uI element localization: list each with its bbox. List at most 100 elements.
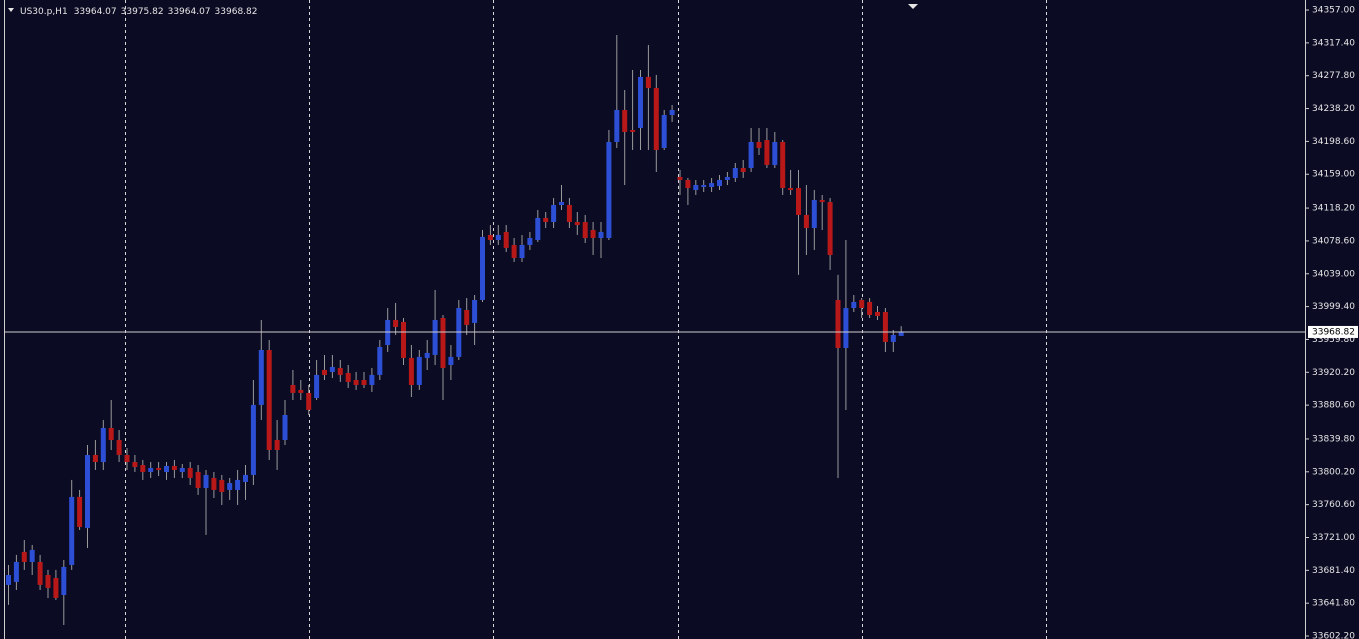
candle-body (377, 346, 383, 375)
candle-body (875, 311, 880, 316)
y-tick-label: 34317.40 (1312, 38, 1355, 48)
candle-body (416, 356, 422, 385)
candle-body (677, 176, 683, 180)
candle-body (764, 139, 770, 165)
candle-body (282, 414, 288, 440)
candle-body (535, 217, 541, 241)
candle-body (369, 374, 375, 385)
candle-body (669, 109, 675, 116)
candle-body (527, 238, 533, 245)
candle-body (574, 222, 580, 225)
candle-body (401, 321, 406, 358)
candle-body (566, 205, 572, 223)
y-tick-label: 34238.20 (1312, 104, 1355, 114)
candle-body (606, 141, 612, 239)
candle-body (543, 217, 549, 223)
candle-body (195, 471, 201, 488)
candle-body (345, 372, 351, 382)
candle-body (859, 299, 865, 309)
y-tick-label: 34118.20 (1312, 204, 1355, 214)
candle-body (551, 205, 557, 223)
candle-body (361, 379, 367, 385)
candle-body (156, 467, 162, 470)
candle-body (898, 331, 904, 336)
candle-body (717, 179, 722, 187)
price-label-box (1308, 325, 1358, 338)
candles (6, 34, 904, 625)
candle-body (337, 367, 343, 375)
y-tick-label: 34277.80 (1312, 71, 1355, 81)
candle-body (701, 185, 707, 188)
candle-body (322, 369, 327, 375)
candle-body (803, 214, 809, 228)
candle-body (740, 168, 746, 173)
candle-body (495, 234, 501, 241)
symbol: US30.p,H1 (20, 7, 68, 17)
candle-body (614, 109, 620, 142)
y-tick-label: 33681.40 (1312, 566, 1355, 576)
y-tick-label: 33800.20 (1312, 467, 1355, 477)
candle-body (250, 404, 256, 475)
header-high: 33975.82 (121, 7, 164, 17)
candle-body (472, 299, 478, 323)
candle-body (21, 551, 27, 562)
candle-body (258, 349, 264, 405)
shift-marker[interactable] (908, 4, 918, 9)
candle-body (124, 454, 130, 463)
candle-body (37, 561, 43, 585)
candle-body (140, 465, 146, 472)
candle-body (480, 236, 485, 300)
y-tick-label: 33999.40 (1312, 302, 1355, 312)
candle-body (306, 392, 312, 410)
header-open: 33964.07 (74, 7, 117, 17)
candle-body (661, 115, 667, 148)
candle-body (235, 479, 241, 490)
candle-body (13, 561, 19, 582)
candle-body (314, 374, 320, 398)
candle-body (393, 319, 399, 328)
candle-body (116, 439, 122, 455)
candle-body (511, 244, 517, 259)
candle-body (835, 299, 841, 348)
candle-body (203, 474, 209, 488)
y-tick-label: 34039.00 (1312, 269, 1355, 279)
candle-body (211, 477, 217, 490)
candle-body (559, 202, 564, 206)
candle-body (219, 479, 225, 492)
candle-body (298, 389, 304, 393)
candle-body (108, 427, 114, 440)
candle-body (243, 474, 248, 482)
candle-body (724, 176, 730, 180)
candle-body (582, 222, 588, 239)
candle-body (780, 141, 786, 189)
candle-body (353, 379, 359, 385)
candle-body (424, 352, 430, 358)
y-tick-label: 34078.60 (1312, 236, 1355, 246)
candle-body (69, 496, 75, 565)
candle-body (487, 234, 493, 241)
candle-body (179, 467, 185, 472)
candle-body (503, 231, 509, 248)
candle-body (693, 185, 699, 190)
candle-body (685, 179, 691, 189)
candle-body (590, 229, 596, 239)
candle-body (100, 427, 106, 463)
candle-body (45, 574, 51, 588)
current-price-label: 33968.82 (1312, 327, 1355, 337)
symbol-menu[interactable] (8, 8, 14, 12)
y-tick-label: 33602.20 (1312, 632, 1355, 639)
candle-body (653, 87, 659, 150)
candle-body (827, 202, 833, 256)
candle-body (227, 483, 233, 490)
candle-body (274, 439, 280, 450)
candle-body (440, 317, 446, 368)
candle-body (329, 366, 335, 372)
candle-body (598, 231, 604, 239)
candle-body (732, 168, 738, 178)
candle-body (148, 467, 154, 472)
candle-body (171, 466, 177, 470)
candle-body (796, 188, 801, 215)
candle-body (290, 384, 296, 393)
